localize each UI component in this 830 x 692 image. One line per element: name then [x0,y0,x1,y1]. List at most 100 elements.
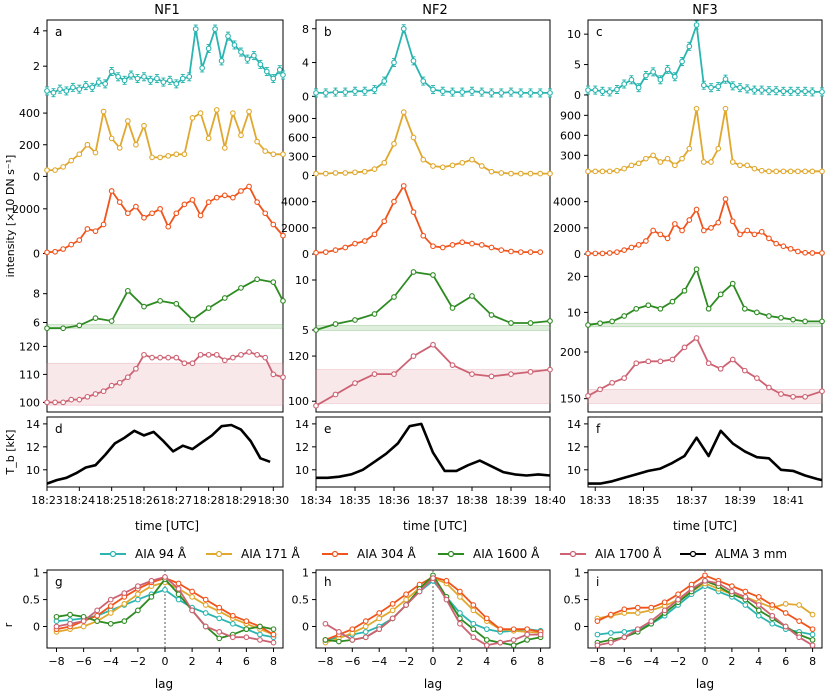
nf3-aia-1700-point-19 [819,388,825,395]
nf1-aia-1700-point-0 [44,399,50,406]
nf3-aia-94-point-14 [686,43,693,50]
lag-nf1-aia-171-point-2 [80,623,87,630]
nf1-aia-94-point-11 [115,73,121,80]
ytick-label-nf2-aia-171-2: 600 [288,131,309,144]
nf3-aia-304-point-18 [715,219,722,226]
lag-nf1-aia-304-point-10 [189,588,195,595]
lag-nf2-aia-94-point-11 [470,620,477,627]
nf1-aia-1600-point-4 [108,318,115,324]
nf3-aia-94-point-20 [729,82,736,89]
nf3-aia-1700-point-6 [657,358,664,365]
noise-band-nf2-aia-1700 [315,369,551,404]
series-nf3-aia-1600: 10 20 [567,266,825,328]
nf2-aia-94-point-1 [322,90,329,96]
noise-band-nf2-aia-1600 [315,325,551,331]
nf1-aia-1600-point-11 [221,295,228,301]
nf3-aia-171-point-20 [729,159,736,165]
nf3-aia-1700-point-11 [717,365,724,372]
lag-xtick-label-nf2-1: −6 [344,655,360,668]
nf1-aia-1600-point-10 [205,305,212,311]
nf1-aia-94-point-32 [251,52,257,59]
nf3-aia-94-point-19 [722,76,729,83]
nf2-aia-94-point-9 [400,25,407,32]
lag-nf3-aia-304-point-1 [608,611,614,618]
nf1-aia-94-point-24 [199,65,206,71]
lag-nf3-aia-1700-point-13 [769,612,776,619]
nf1-aia-171-point-29 [280,151,286,158]
nf3-aia-171-point-7 [635,160,642,167]
lag-nf3-aia-1700-point-11 [742,594,749,600]
lag-nf3-aia-94-point-1 [608,630,614,636]
nf3-aia-304-point-19 [722,196,729,202]
nf2-aia-171-point-17 [478,163,485,169]
lag-nf2-aia-1700-point-9 [443,596,450,603]
nf3-aia-1700-point-10 [705,360,712,367]
lag-nf3-aia-1700-point-14 [782,623,789,630]
nf1-aia-171-point-13 [149,154,155,161]
ytick-label-nf1-aia-1600-0: 6 [33,316,40,329]
nf3-aia-171-point-3 [606,168,613,175]
ytick-label-nf1-aia-1700-0: 100 [19,396,40,409]
noise-band-nf3-aia-1700 [587,389,823,404]
lag-nf1-aia-1700-point-14 [243,634,250,641]
series-lag-nf2-aia-1700 [322,575,544,649]
ytick-label-nf3-aia-1700-0: 150 [560,393,581,406]
xtick-label-nf2-4: 18:38 [456,494,488,507]
series-nf2-aia-94: 0 4 8 [302,23,553,103]
nf3-aia-1700-point-14 [754,375,760,381]
ytick-label-nf1-aia-171-0: 0 [33,170,40,183]
lag-nf1-aia-1700-point-12 [216,629,223,635]
nf1-aia-171-point-24 [238,132,244,139]
legend-label-aia1700: AIA 1700 Å [595,546,662,561]
nf3-aia-94-point-2 [599,88,606,95]
lag-nf1-aia-171-point-10 [189,594,195,600]
nf3-aia-171-point-11 [664,155,671,162]
nf1-aia-1600-point-0 [44,325,50,332]
nf2-aia-1600-point-3 [371,311,378,317]
nf2-aia-304-point-19 [498,247,505,253]
lag-nf3-aia-94-point-2 [621,629,628,635]
lag-nf3-aia-304-point-11 [742,588,749,595]
legend-entry-aia304: AIA 304 Å [322,546,416,561]
series-nf1-aia-304: 0 2000 [12,183,286,261]
nf1-aia-304-point-6 [92,228,99,235]
lag-xtick-label-nf1-5: 2 [189,655,196,668]
nf1-aia-1700-point-7 [100,388,107,395]
lag-nf1-aia-1600-point-15 [257,623,263,630]
lag-panel-nf2: h 0 0.5 1 −8 −6 −4 −2 0 2 4 6 8 [292,567,551,668]
nf1-aia-1700-point-2 [60,399,67,406]
nf1-aia-94-point-3 [63,88,70,94]
nf2-aia-304-point-4 [352,240,358,247]
ytick-label-nf3-aia-304-2: 4000 [553,196,581,209]
nf1-aia-304-point-14 [157,205,164,212]
nf2-aia-94-point-20 [508,89,514,95]
series-nf1-aia-171: 0 200 400 [19,107,286,183]
lag-panel-nf1: g 0 0.5 1 −8 −6 −4 −2 0 2 4 6 8 [23,567,284,668]
lag-nf1-aia-1600-point-5 [121,618,128,624]
frame-tb-nf1 [46,416,284,488]
nf3-aia-171-point-2 [599,168,606,175]
nf1-aia-171-point-28 [270,151,277,158]
panel-letter-g: g [55,575,63,589]
nf3-aia-171-point-10 [657,159,664,165]
nf3-aia-1600-point-7 [669,298,676,305]
nf2-aia-171-point-14 [449,162,456,169]
lag-nf2-aia-1700-point-7 [416,588,423,595]
lag-nf3-aia-94-point-13 [769,620,776,627]
nf3-aia-94-point-10 [657,76,664,83]
xtick-label-nf1-6: 18:29 [225,494,257,507]
ytick-label-nf3-aia-171-1: 600 [560,129,581,142]
nf3-aia-171-point-21 [737,162,743,169]
lag-nf3-aia-1700-point-9 [715,580,722,587]
nf2-aia-1600-point-9 [488,312,495,318]
nf3-aia-304-point-0 [585,250,591,257]
tb-axis-label: T_b [kK] [4,430,17,476]
nf2-aia-171-point-8 [391,140,397,147]
series-nf3-aia-1700: 150 200 [560,335,825,406]
nf1-aia-94-point-2 [57,86,63,93]
series-lag-nf3-aia-1700 [594,577,816,649]
nf3-aia-94-point-25 [766,87,772,94]
nf3-aia-171-point-24 [758,167,765,174]
ytick-label-nf1-aia-304-1: 2000 [12,203,40,216]
legend-label-aia304: AIA 304 Å [357,546,416,561]
